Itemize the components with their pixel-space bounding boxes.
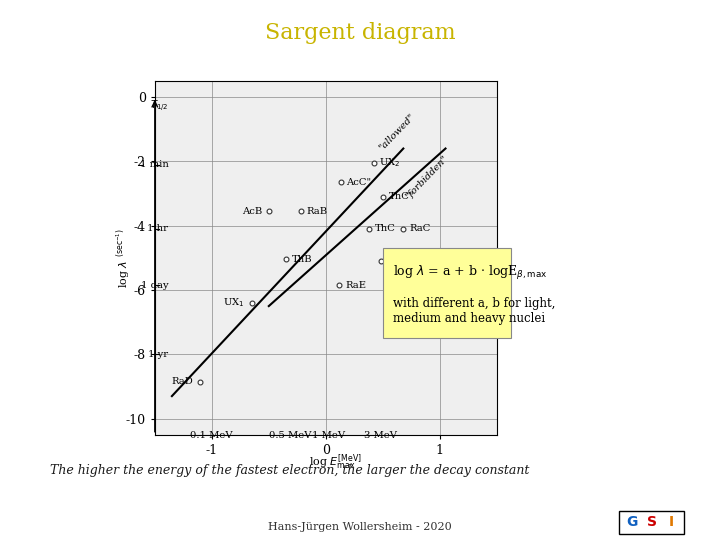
Text: Sargent diagram: Sargent diagram: [265, 22, 455, 44]
FancyBboxPatch shape: [619, 511, 684, 535]
Text: RaB: RaB: [307, 207, 328, 215]
Text: AcB: AcB: [242, 207, 262, 215]
Text: log $E_{\mathrm{max}}^{\mathrm{[MeV]}}$: log $E_{\mathrm{max}}^{\mathrm{[MeV]}}$: [309, 452, 361, 472]
Text: "allowed": "allowed": [377, 112, 416, 153]
Text: with different a, b for light,
medium and heavy nuclei: with different a, b for light, medium an…: [393, 297, 555, 325]
Text: 0.5 MeV: 0.5 MeV: [269, 431, 312, 441]
Text: 1 min: 1 min: [140, 160, 168, 169]
Text: MsTh$_2$: MsTh$_2$: [386, 255, 420, 267]
Text: G: G: [626, 516, 637, 529]
Text: RaE: RaE: [345, 281, 366, 289]
Text: ThC: ThC: [375, 225, 396, 233]
Text: UX$_1$: UX$_1$: [223, 296, 245, 309]
Text: The higher the energy of the fastest electron, the larger the decay constant: The higher the energy of the fastest ele…: [50, 464, 530, 477]
Text: S: S: [647, 516, 657, 529]
Text: RaD: RaD: [172, 377, 194, 386]
FancyBboxPatch shape: [383, 248, 511, 338]
Text: UX$_2$: UX$_2$: [379, 157, 401, 170]
Text: 1 MeV: 1 MeV: [312, 431, 345, 441]
Text: "forbidden": "forbidden": [403, 154, 449, 201]
Text: AcC": AcC": [346, 178, 372, 187]
Text: Hans-Jürgen Wollersheim - 2020: Hans-Jürgen Wollersheim - 2020: [268, 522, 452, 531]
Text: 0.1 MeV: 0.1 MeV: [191, 431, 233, 441]
Text: I: I: [669, 516, 675, 529]
Text: 1 hr: 1 hr: [148, 225, 168, 233]
Text: ThC": ThC": [389, 192, 414, 201]
Text: 1 yr: 1 yr: [148, 350, 168, 359]
Text: $T_{1/2}$: $T_{1/2}$: [150, 99, 168, 114]
Text: 1 day: 1 day: [141, 281, 168, 289]
Text: 3 MeV: 3 MeV: [364, 431, 397, 441]
Text: RaC: RaC: [409, 225, 431, 233]
Text: ThB: ThB: [292, 255, 312, 264]
Text: log $\lambda$ = a + b $\cdot$ logE$_{\beta,\mathrm{max}}$: log $\lambda$ = a + b $\cdot$ logE$_{\be…: [393, 265, 548, 282]
Text: log $\lambda$ $^{(\mathsf{sec}^{-1})}$: log $\lambda$ $^{(\mathsf{sec}^{-1})}$: [114, 228, 132, 288]
